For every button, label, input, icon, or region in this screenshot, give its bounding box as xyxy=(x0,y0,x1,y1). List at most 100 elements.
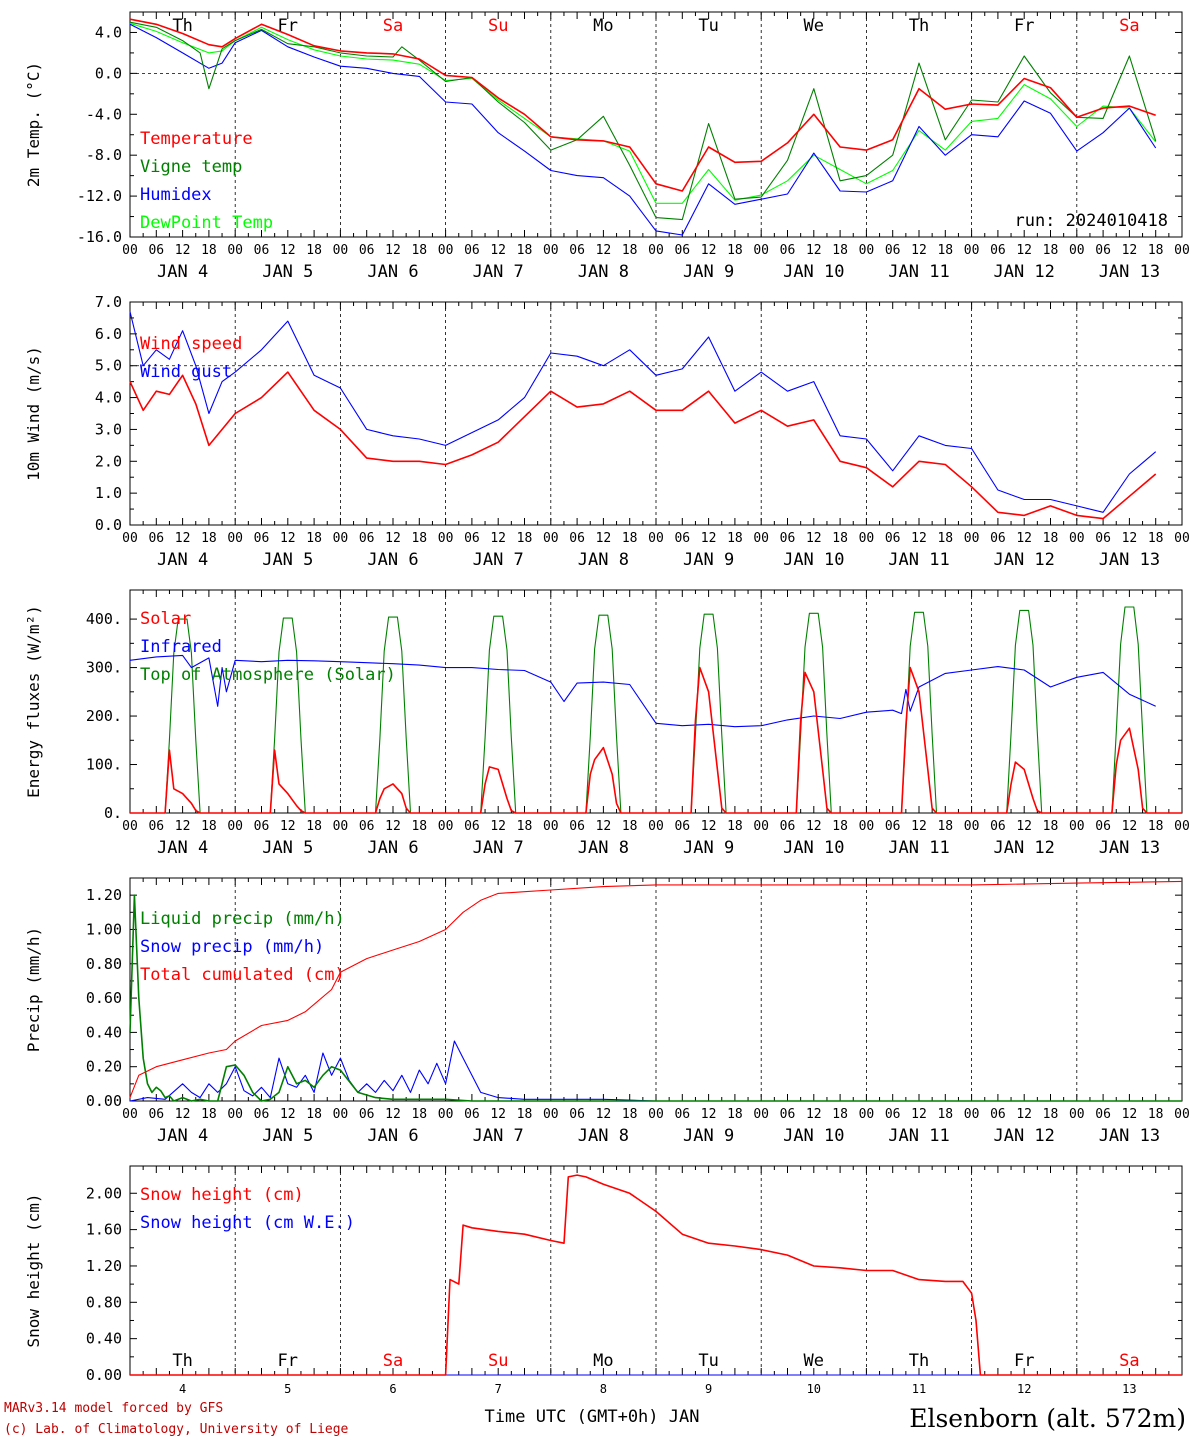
date-label: JAN 4 xyxy=(157,1126,208,1146)
day-name-label: Fr xyxy=(1014,1351,1034,1371)
hour-tick-label: 06 xyxy=(569,819,585,834)
legend-entry: Humidex xyxy=(140,185,212,205)
hour-tick-label: 18 xyxy=(411,531,427,546)
hour-tick-label: 18 xyxy=(622,531,638,546)
panel-2: 0.0 1.0 2.0 3.0 4.0 5.0 6.0 7.0 10m Wind (m/s) 00… xyxy=(24,293,1190,570)
date-number-label: 7 xyxy=(495,1382,502,1396)
hour-tick-label: 18 xyxy=(1148,531,1164,546)
date-label: JAN 8 xyxy=(578,262,629,282)
day-name-label: Su xyxy=(488,16,508,36)
legend-entry: Temperature xyxy=(140,129,253,149)
hour-tick-label: 06 xyxy=(148,243,164,258)
y-tick-label: 5.0 xyxy=(95,357,122,375)
date-label: JAN 10 xyxy=(783,838,844,858)
hour-tick-label: 00 xyxy=(964,531,980,546)
date-number-label: 13 xyxy=(1122,1382,1136,1396)
day-name-label: Fr xyxy=(278,16,298,36)
y-tick-label: 400. xyxy=(86,610,122,628)
x-axis-label: Time UTC (GMT+0h) JAN xyxy=(485,1407,700,1427)
y-axis-label: Energy fluxes (W/m²) xyxy=(24,605,43,798)
date-label: JAN 6 xyxy=(367,262,418,282)
day-name-label: Sa xyxy=(383,16,403,36)
date-label: JAN 12 xyxy=(993,838,1054,858)
hour-tick-label: 18 xyxy=(517,1107,533,1122)
hour-tick-label: 12 xyxy=(701,1107,717,1122)
hour-tick-label: 06 xyxy=(674,531,690,546)
hour-tick-label: 00 xyxy=(964,243,980,258)
day-name-label: Fr xyxy=(1014,16,1034,36)
hour-tick-label: 12 xyxy=(1122,531,1138,546)
hour-tick-label: 18 xyxy=(727,819,743,834)
y-tick-label: 0.20 xyxy=(86,1058,122,1076)
day-name-label: Su xyxy=(488,1351,508,1371)
hour-tick-label: 18 xyxy=(622,819,638,834)
hour-tick-label: 00 xyxy=(1174,531,1190,546)
hour-tick-label: 06 xyxy=(569,243,585,258)
date-label: JAN 12 xyxy=(993,550,1054,570)
legend-entry: Total cumulated (cm) xyxy=(140,965,345,985)
day-name-label: Tu xyxy=(698,1351,718,1371)
hour-tick-label: 00 xyxy=(1069,243,1085,258)
hour-tick-label: 06 xyxy=(254,819,270,834)
series-line-temperature xyxy=(129,18,1156,192)
series-line-infrared xyxy=(129,654,1156,728)
date-label: JAN 5 xyxy=(262,550,313,570)
hour-tick-label: 12 xyxy=(806,531,822,546)
hour-tick-label: 18 xyxy=(937,243,953,258)
hour-tick-label: 12 xyxy=(175,243,191,258)
model-credit: MARv3.14 model forced by GFS xyxy=(4,1401,223,1416)
date-label: JAN 13 xyxy=(1099,1126,1160,1146)
y-tick-label: 1.00 xyxy=(86,920,122,938)
y-axis-label: 10m Wind (m/s) xyxy=(24,346,43,481)
hour-tick-label: 00 xyxy=(753,819,769,834)
day-name-label: Th xyxy=(172,1351,192,1371)
hour-tick-label: 06 xyxy=(1095,1107,1111,1122)
date-label: JAN 6 xyxy=(367,550,418,570)
hour-tick-label: 12 xyxy=(385,531,401,546)
day-name-label: Sa xyxy=(1119,16,1139,36)
hour-tick-label: 06 xyxy=(359,243,375,258)
hour-tick-label: 12 xyxy=(280,531,296,546)
y-tick-label: 2.00 xyxy=(86,1184,122,1202)
hour-tick-label: 12 xyxy=(1122,1107,1138,1122)
hour-tick-label: 12 xyxy=(806,1107,822,1122)
date-label: JAN 9 xyxy=(683,262,734,282)
hour-tick-label: 12 xyxy=(385,243,401,258)
hour-tick-label: 06 xyxy=(780,243,796,258)
hour-tick-label: 18 xyxy=(201,531,217,546)
y-tick-label: 6.0 xyxy=(95,325,122,343)
y-axis-label: 2m Temp. (°C) xyxy=(24,62,43,187)
hour-tick-label: 12 xyxy=(806,243,822,258)
hour-tick-label: 06 xyxy=(359,1107,375,1122)
date-label: JAN 9 xyxy=(683,1126,734,1146)
legend-entry: DewPoint Temp xyxy=(140,213,273,233)
hour-tick-label: 18 xyxy=(1148,243,1164,258)
hour-tick-label: 12 xyxy=(280,1107,296,1122)
date-label: JAN 8 xyxy=(578,1126,629,1146)
date-number-label: 11 xyxy=(912,1382,926,1396)
hour-tick-label: 00 xyxy=(859,819,875,834)
hour-tick-label: 18 xyxy=(517,819,533,834)
series-line-vigne-temp xyxy=(129,21,1157,221)
y-tick-label: 0.40 xyxy=(86,1330,122,1348)
hour-tick-label: 12 xyxy=(1016,531,1032,546)
date-label: JAN 5 xyxy=(262,1126,313,1146)
hour-tick-label: 18 xyxy=(832,531,848,546)
hour-tick-label: 18 xyxy=(622,243,638,258)
hour-tick-label: 18 xyxy=(1043,819,1059,834)
hour-tick-label: 12 xyxy=(911,1107,927,1122)
panel-3: 0. 100. 200. 300. 400. Energy fluxes (W/m²) 00… xyxy=(24,589,1190,858)
hour-tick-label: 06 xyxy=(885,1107,901,1122)
hour-tick-label: 00 xyxy=(122,1107,138,1122)
date-label: JAN 7 xyxy=(473,838,524,858)
hour-tick-label: 00 xyxy=(859,1107,875,1122)
hour-tick-label: 18 xyxy=(411,1107,427,1122)
hour-tick-label: 18 xyxy=(306,531,322,546)
hour-tick-label: 06 xyxy=(674,819,690,834)
y-tick-label: 200. xyxy=(86,707,122,725)
panel-frame xyxy=(129,301,1183,526)
hour-tick-label: 18 xyxy=(727,531,743,546)
hour-tick-label: 00 xyxy=(438,1107,454,1122)
hour-tick-label: 00 xyxy=(1069,819,1085,834)
hour-tick-label: 00 xyxy=(648,1107,664,1122)
